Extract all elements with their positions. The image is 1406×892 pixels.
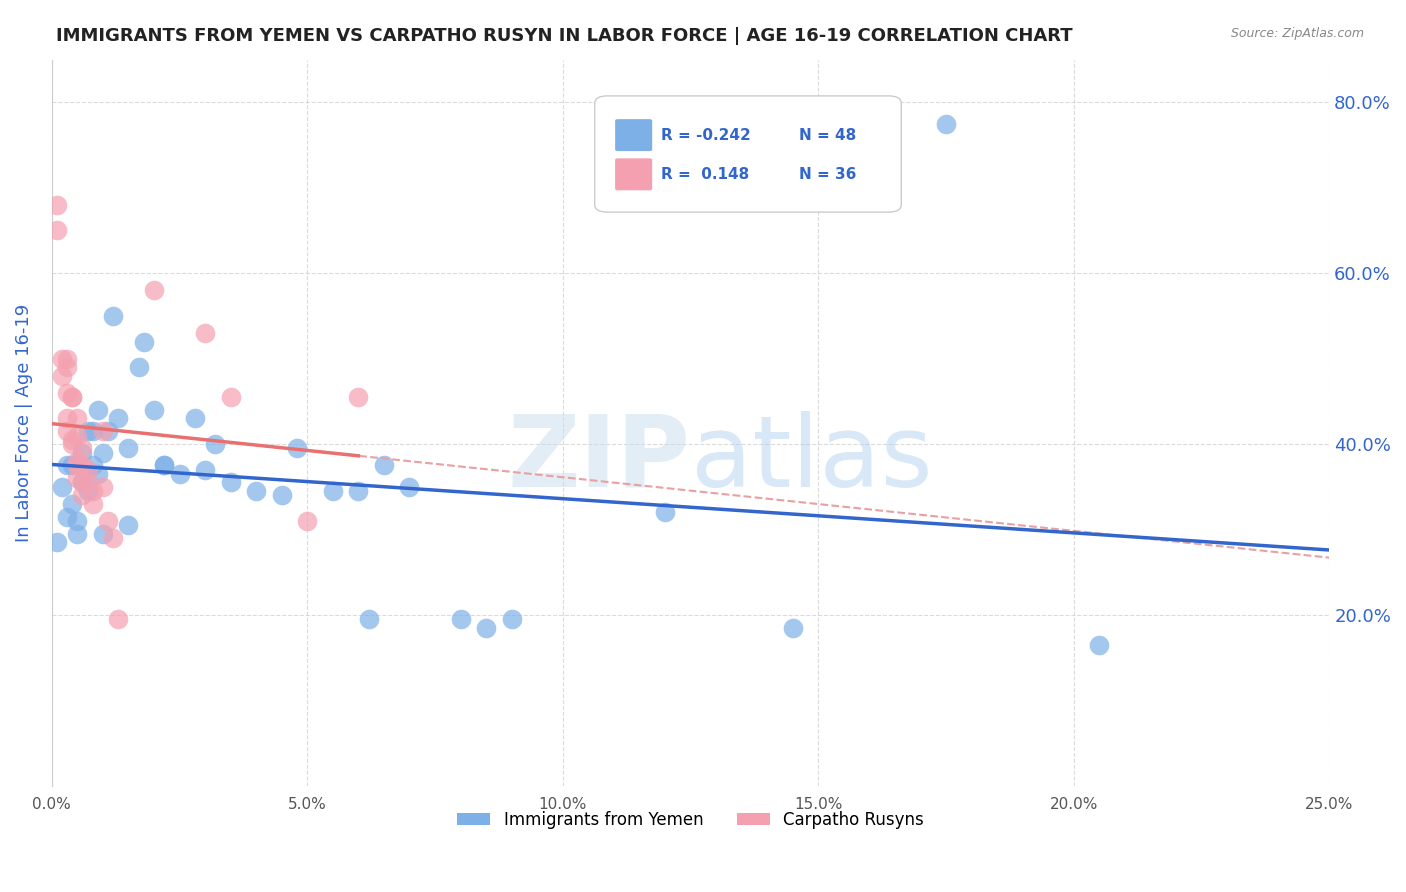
Point (56, 424, 79, 438)
Text: ZIP: ZIP (508, 410, 690, 508)
Point (56, 385, 79, 400)
Point (66, 471, 89, 485)
Point (82, 424, 104, 438)
Point (782, 621, 804, 635)
Point (76, 424, 98, 438)
Point (142, 283, 165, 297)
Point (56, 509, 79, 524)
Point (270, 488, 292, 502)
Point (72, 458, 94, 473)
Point (91, 445, 114, 459)
Point (66, 454, 89, 468)
Point (51, 351, 73, 366)
Point (72, 445, 94, 459)
Point (128, 360, 150, 375)
Point (357, 612, 380, 626)
Point (322, 483, 344, 498)
FancyBboxPatch shape (595, 96, 901, 212)
Text: R = -0.242: R = -0.242 (661, 128, 751, 143)
Point (66, 526, 89, 541)
Point (82, 458, 104, 473)
Point (45, 535, 67, 549)
Point (60, 497, 83, 511)
Point (97, 514, 120, 528)
Point (60, 458, 83, 473)
Point (373, 458, 395, 473)
Point (72, 475, 94, 490)
Point (153, 458, 176, 473)
Point (101, 531, 124, 545)
Text: N = 36: N = 36 (799, 167, 856, 182)
Point (475, 621, 498, 635)
Text: N = 48: N = 48 (799, 128, 856, 143)
Point (347, 390, 370, 404)
Text: Source: ZipAtlas.com: Source: ZipAtlas.com (1230, 27, 1364, 40)
Point (107, 612, 129, 626)
Point (194, 326, 217, 340)
Point (56, 458, 79, 473)
Point (347, 483, 370, 498)
Point (297, 514, 319, 528)
Point (56, 351, 79, 366)
Point (501, 612, 523, 626)
Point (398, 480, 420, 494)
Point (45, 223, 67, 237)
Point (66, 458, 89, 473)
Point (169, 467, 191, 481)
Point (66, 514, 89, 528)
FancyBboxPatch shape (616, 120, 652, 151)
Y-axis label: In Labor Force | Age 16-19: In Labor Force | Age 16-19 (15, 303, 32, 541)
Point (82, 483, 104, 498)
Point (219, 390, 242, 404)
Point (654, 505, 676, 519)
Point (51, 368, 73, 383)
Point (72, 442, 94, 456)
Point (66, 428, 89, 442)
Point (76, 463, 98, 477)
Point (76, 483, 98, 498)
Point (56, 360, 79, 375)
Point (91, 480, 114, 494)
Point (72, 475, 94, 490)
Point (91, 424, 114, 438)
Point (204, 437, 226, 451)
Point (56, 411, 79, 425)
Point (45, 198, 67, 212)
Point (245, 483, 267, 498)
Point (51, 480, 73, 494)
Point (91, 526, 114, 541)
Point (132, 334, 155, 349)
Point (1088, 638, 1111, 652)
Point (60, 390, 83, 404)
Point (142, 403, 165, 417)
Legend: Immigrants from Yemen, Carpatho Rusyns: Immigrants from Yemen, Carpatho Rusyns (450, 805, 931, 836)
Point (60, 433, 83, 447)
Point (107, 411, 129, 425)
Point (935, 117, 957, 131)
Point (117, 518, 139, 533)
Point (60, 390, 83, 404)
FancyBboxPatch shape (616, 159, 652, 190)
Point (87, 403, 110, 417)
Point (82, 497, 104, 511)
Point (194, 463, 217, 477)
Text: atlas: atlas (690, 410, 932, 508)
Text: R =  0.148: R = 0.148 (661, 167, 749, 182)
Point (87, 467, 110, 481)
Point (97, 424, 120, 438)
Point (285, 442, 308, 456)
Point (76, 475, 98, 490)
Point (66, 411, 89, 425)
Text: IMMIGRANTS FROM YEMEN VS CARPATHO RUSYN IN LABOR FORCE | AGE 16-19 CORRELATION C: IMMIGRANTS FROM YEMEN VS CARPATHO RUSYN … (56, 27, 1073, 45)
Point (60, 437, 83, 451)
Point (219, 475, 242, 490)
Point (72, 488, 94, 502)
Point (184, 411, 207, 425)
Point (101, 309, 124, 323)
Point (153, 458, 176, 473)
Point (117, 442, 139, 456)
Point (450, 612, 472, 626)
